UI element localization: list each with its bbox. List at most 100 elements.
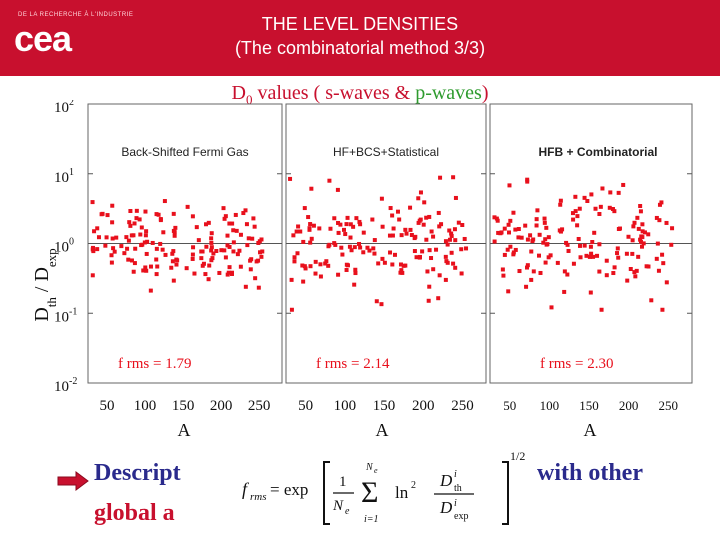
data-point	[371, 246, 376, 251]
data-point	[543, 260, 548, 265]
data-point	[621, 182, 626, 187]
formula-n-sub: e	[345, 506, 350, 517]
data-point	[534, 223, 539, 228]
sum-top-sub: e	[374, 466, 378, 475]
data-point	[129, 258, 134, 263]
data-point	[390, 213, 395, 218]
data-point	[150, 240, 155, 245]
data-point	[391, 226, 396, 231]
data-point	[519, 235, 524, 240]
x-tick-label: 200	[210, 398, 233, 414]
data-point	[417, 218, 422, 223]
data-point	[90, 200, 95, 205]
data-point	[449, 233, 454, 238]
data-point	[225, 233, 230, 238]
heading-green: p-waves	[415, 82, 482, 104]
data-point	[357, 219, 362, 224]
data-point	[557, 228, 562, 233]
formula-ln: ln	[395, 483, 409, 502]
data-point	[235, 252, 240, 257]
bottom-line2: global a	[94, 500, 175, 527]
data-point	[238, 232, 243, 237]
data-point	[306, 215, 311, 220]
data-point	[141, 268, 146, 273]
x-tick-label: 50	[503, 398, 516, 413]
data-point	[171, 249, 176, 254]
data-point	[324, 259, 329, 264]
data-point	[523, 223, 528, 228]
slide-subtitle-header: (The combinatorial method 3/3)	[234, 38, 486, 58]
data-point	[500, 267, 505, 272]
data-point	[494, 216, 499, 221]
data-point	[577, 243, 582, 248]
data-point	[91, 245, 96, 250]
data-point	[657, 218, 662, 223]
data-point	[511, 210, 516, 215]
data-point	[453, 238, 458, 243]
data-point	[437, 273, 442, 278]
x-tick-label: 250	[658, 398, 678, 413]
data-point	[347, 244, 352, 249]
data-point	[112, 249, 117, 254]
x-axis-label: A	[584, 420, 597, 440]
data-point	[538, 270, 543, 275]
data-point	[227, 244, 232, 249]
data-point	[507, 183, 512, 188]
data-point	[408, 227, 413, 232]
data-point	[590, 240, 595, 245]
data-point	[148, 264, 153, 269]
data-point	[234, 228, 239, 233]
data-point	[162, 199, 167, 204]
data-point	[546, 255, 551, 260]
data-point	[226, 270, 231, 275]
data-point	[209, 245, 214, 250]
data-point	[599, 307, 604, 312]
x-tick-label: 100	[334, 398, 357, 414]
data-point	[655, 241, 660, 246]
data-point	[639, 244, 644, 249]
data-point	[562, 289, 567, 294]
data-point	[555, 260, 560, 265]
data-point	[241, 211, 246, 216]
x-tick-label: 200	[619, 398, 639, 413]
data-point	[421, 222, 426, 227]
data-point	[571, 261, 576, 266]
data-point	[397, 217, 402, 222]
data-point	[313, 259, 318, 264]
data-point	[506, 230, 511, 235]
data-point	[616, 190, 621, 195]
data-point	[422, 200, 427, 205]
data-point	[635, 215, 640, 220]
data-point	[302, 206, 307, 211]
formula-one: 1	[339, 474, 347, 490]
data-point	[372, 251, 377, 256]
data-point	[492, 215, 497, 220]
y-tick-label: 100	[54, 237, 74, 256]
data-point	[558, 198, 563, 203]
y-tick-label: 101	[54, 167, 74, 186]
data-point	[641, 241, 646, 246]
y-tick-label: 10-2	[54, 376, 77, 395]
data-point	[424, 215, 429, 220]
data-point	[175, 258, 180, 263]
data-point	[143, 265, 148, 270]
cea-logo: cea	[14, 18, 72, 59]
data-point	[416, 196, 421, 201]
data-point	[154, 272, 159, 277]
frms-annotation: f rms = 2.14	[316, 356, 390, 372]
data-point	[358, 222, 363, 227]
data-point	[543, 237, 548, 242]
frac-bot-sub: exp	[454, 511, 468, 522]
data-point	[388, 206, 393, 211]
data-point	[576, 236, 581, 241]
data-point	[462, 236, 467, 241]
data-point	[134, 216, 139, 221]
data-point	[204, 244, 209, 249]
data-point	[100, 211, 105, 216]
data-point	[125, 246, 130, 251]
data-point	[549, 305, 554, 310]
data-point	[91, 249, 96, 254]
data-point	[560, 227, 565, 232]
data-point	[656, 268, 661, 273]
data-point	[138, 232, 143, 237]
